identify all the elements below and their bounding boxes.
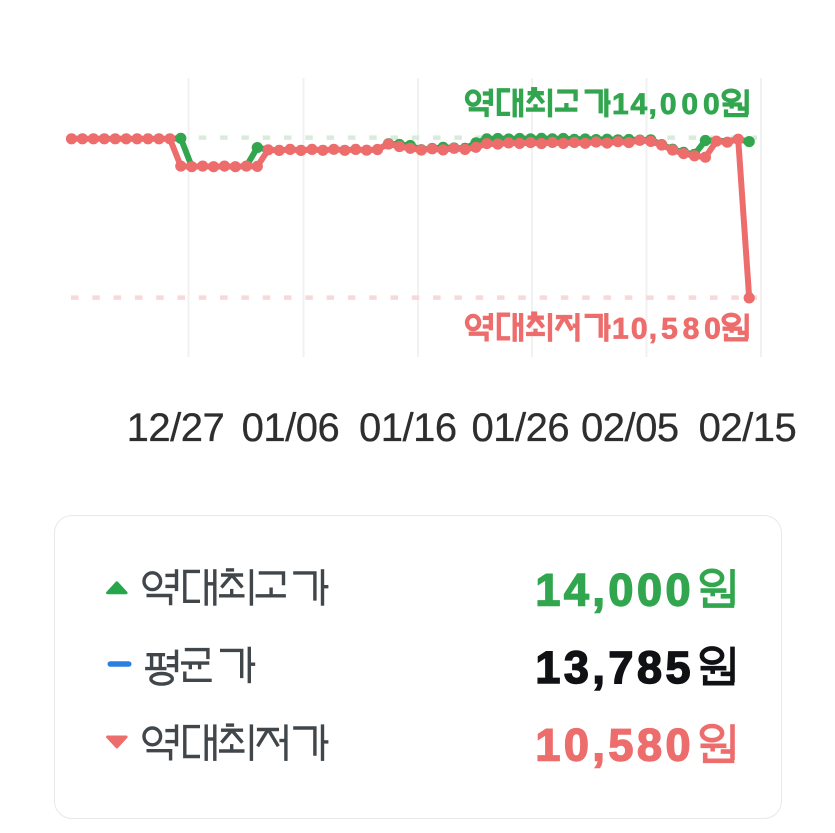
- svg-text:0: 0: [703, 88, 720, 121]
- svg-text:0: 0: [681, 88, 698, 121]
- svg-text:0: 0: [631, 313, 648, 346]
- svg-text:5: 5: [661, 313, 678, 346]
- svg-text:1: 1: [612, 313, 629, 346]
- svg-text:13,785: 13,785: [535, 642, 694, 693]
- svg-text:0: 0: [660, 88, 677, 121]
- svg-text:14,000: 14,000: [535, 565, 694, 616]
- svg-text:1: 1: [612, 88, 629, 121]
- svg-text:10,580: 10,580: [535, 720, 694, 771]
- svg-text:8: 8: [683, 313, 700, 346]
- svg-text:,: ,: [649, 88, 657, 121]
- svg-text:0: 0: [704, 313, 721, 346]
- svg-text:,: ,: [649, 313, 657, 346]
- svg-text:4: 4: [631, 88, 648, 121]
